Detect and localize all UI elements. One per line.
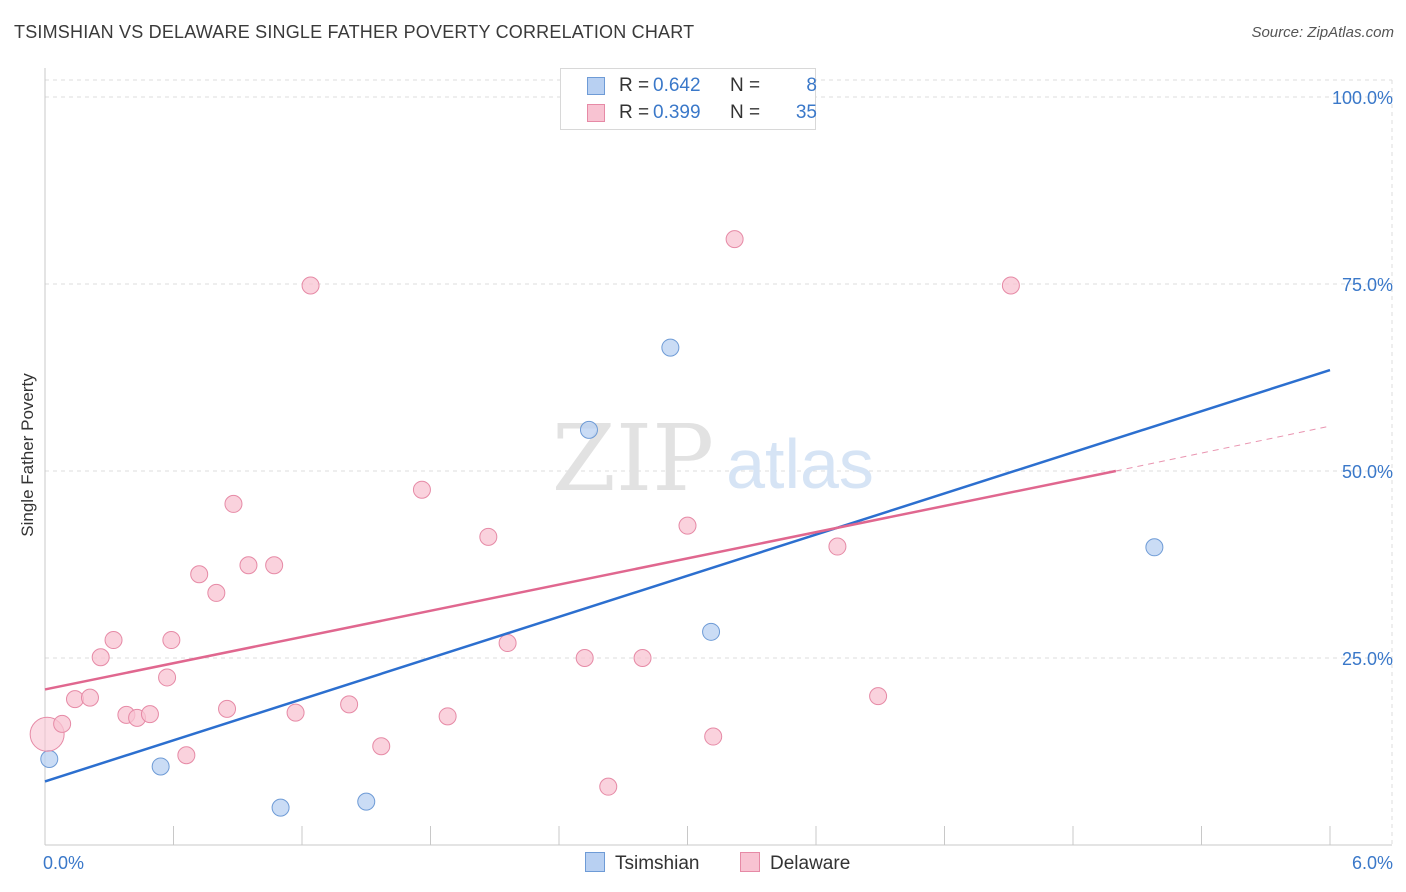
delaware-point bbox=[412, 480, 431, 499]
delaware-point bbox=[678, 516, 697, 535]
delaware-point bbox=[301, 276, 320, 295]
axes bbox=[44, 68, 1392, 846]
delaware-point bbox=[53, 714, 72, 733]
delaware-point bbox=[704, 727, 723, 746]
delaware-point bbox=[1001, 276, 1020, 295]
delaware-point bbox=[575, 649, 594, 667]
data-points bbox=[29, 230, 1164, 817]
delaware-point bbox=[207, 583, 226, 602]
delaware-point bbox=[162, 631, 181, 650]
legend-label-tsimshian: Tsimshian bbox=[615, 853, 700, 874]
delaware-point bbox=[633, 649, 652, 667]
tsimshian-point bbox=[151, 757, 170, 776]
y-tick-label: 100.0% bbox=[1332, 88, 1393, 108]
delaware-point bbox=[498, 634, 517, 653]
x-tick-label: 6.0% bbox=[1352, 853, 1393, 873]
delaware-point bbox=[65, 690, 84, 709]
delaware-trend-extension bbox=[1115, 425, 1331, 472]
trend-lines bbox=[44, 368, 1331, 783]
delaware-legend-swatch bbox=[740, 852, 760, 872]
r-value: 0.399 bbox=[653, 102, 701, 123]
watermark-atlas: atlas bbox=[726, 425, 874, 503]
tsimshian-point bbox=[702, 622, 721, 641]
delaware-point bbox=[340, 695, 359, 714]
delaware-point bbox=[239, 556, 258, 575]
delaware-point bbox=[158, 668, 177, 687]
delaware-point bbox=[479, 527, 498, 546]
legend-item-delaware: Delaware bbox=[740, 852, 850, 875]
delaware-point bbox=[190, 565, 209, 584]
series-legend: Tsimshian Delaware bbox=[0, 852, 1406, 878]
delaware-point bbox=[80, 688, 99, 707]
n-value: 35 bbox=[795, 102, 817, 123]
delaware-point bbox=[725, 230, 744, 249]
correlation-legend: R = 0.642 N = 8 R = 0.399 N = 35 bbox=[560, 68, 817, 130]
delaware-point bbox=[140, 705, 159, 724]
legend-item-tsimshian: Tsimshian bbox=[585, 852, 699, 875]
legend-label-delaware: Delaware bbox=[770, 853, 851, 874]
delaware-point bbox=[91, 648, 110, 667]
chart-title: TSIMSHIAN VS DELAWARE SINGLE FATHER POVE… bbox=[14, 22, 695, 42]
n-value: 8 bbox=[806, 75, 817, 96]
watermark: ZIP atlas bbox=[552, 405, 874, 512]
delaware-point bbox=[438, 707, 457, 726]
tsimshian-point bbox=[357, 792, 376, 811]
delaware-point bbox=[828, 537, 847, 556]
tsimshian-point bbox=[1145, 538, 1164, 557]
n-label: N = bbox=[730, 75, 761, 96]
y-tick-label: 75.0% bbox=[1342, 275, 1393, 295]
delaware-point bbox=[177, 746, 196, 765]
tsimshian-swatch bbox=[587, 77, 605, 95]
delaware-point bbox=[265, 556, 284, 575]
x-tick-label: 0.0% bbox=[43, 853, 84, 873]
tsimshian-legend-swatch bbox=[585, 852, 605, 872]
tsimshian-point bbox=[661, 338, 680, 357]
delaware-point bbox=[869, 687, 888, 706]
tsimshian-point bbox=[40, 749, 59, 768]
y-tick-label: 25.0% bbox=[1342, 649, 1393, 669]
delaware-point bbox=[599, 777, 618, 796]
delaware-point bbox=[104, 631, 123, 650]
delaware-point bbox=[218, 699, 237, 718]
r-value: 0.642 bbox=[653, 75, 701, 96]
delaware-point bbox=[224, 494, 243, 513]
tsimshian-point bbox=[271, 798, 290, 817]
delaware-swatch bbox=[587, 104, 605, 122]
r-label: R = bbox=[619, 75, 650, 96]
n-label: N = bbox=[730, 102, 761, 123]
tick-labels: 25.0% 50.0% 75.0% 100.0% 0.0% 6.0% bbox=[43, 88, 1393, 873]
watermark-zip: ZIP bbox=[552, 405, 714, 512]
y-tick-label: 50.0% bbox=[1342, 462, 1393, 482]
tsimshian-point bbox=[579, 420, 598, 439]
tsimshian-trend-line bbox=[44, 368, 1331, 783]
delaware-point bbox=[286, 703, 305, 722]
source-credit: Source: ZipAtlas.com bbox=[1251, 24, 1394, 41]
r-label: R = bbox=[619, 102, 650, 123]
delaware-point bbox=[372, 737, 391, 756]
delaware-trend-line bbox=[44, 469, 1117, 691]
